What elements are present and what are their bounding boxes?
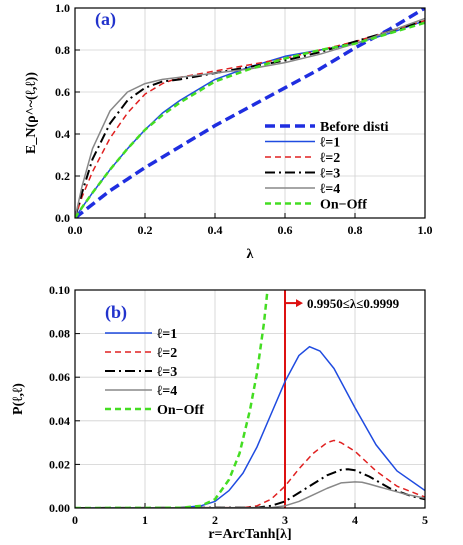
chart0-y-axis-label: E_N(ρ^~(ℓ,ℓ)) (24, 72, 39, 154)
chart0-series-line-4 (75, 17, 425, 218)
chart1-xtick-label-2: 2 (212, 513, 218, 527)
chart0-ytick-label-2: 0.4 (55, 127, 70, 141)
chart1-ytick-label-2: 0.04 (49, 414, 70, 428)
chart1-annotation-arrowhead (296, 299, 303, 308)
chart1-series-line-3 (75, 481, 425, 508)
chart1-xtick-label-1: 1 (142, 513, 148, 527)
chart1-xtick-label-3: 3 (282, 513, 288, 527)
chart0-plot-area (75, 8, 425, 218)
chart1-ytick-label-1: 0.02 (49, 457, 70, 471)
chart0-xtick-label-5: 1.0 (418, 223, 433, 237)
chart1-legend-label-4: On−Off (157, 403, 204, 418)
chart1-legend-label-1: ℓ=2 (156, 346, 177, 361)
chart0-ytick-label-5: 1.0 (55, 1, 70, 15)
chart0-x-axis-label: λ (247, 247, 254, 262)
chart1-xtick-label-4: 4 (352, 513, 358, 527)
chart0-legend-label-1: ℓ=1 (319, 136, 340, 151)
chart1-ytick-label-0: 0.00 (49, 501, 70, 515)
chart1-series-line-2 (75, 468, 425, 508)
chart1-x-axis-label: r=ArcTanh[λ] (208, 527, 291, 542)
chart0-frame (74, 7, 426, 219)
chart1-series-line-0 (75, 345, 425, 508)
chart1-y-axis-label: P(ℓ,ℓ) (11, 383, 26, 415)
chart1-xtick-label-0: 0 (72, 513, 78, 527)
chart0-ytick-label-4: 0.8 (55, 43, 70, 57)
chart1-ytick-label-5: 0.10 (49, 283, 70, 297)
chart0-legend-label-0: Before disti (320, 120, 389, 135)
chart0-xtick-label-2: 0.4 (208, 223, 223, 237)
chart0-ytick-label-0: 0.0 (55, 211, 70, 225)
chart1-series-line-1 (75, 439, 425, 508)
chart0-ytick-label-1: 0.2 (55, 169, 70, 183)
chart1-frame (74, 289, 426, 509)
chart1-legend-label-0: ℓ=1 (156, 327, 177, 342)
chart1-legend-label-3: ℓ=4 (156, 384, 177, 399)
chart0-legend-label-5: On−Off (320, 198, 367, 213)
chart0-panel-label: (a) (95, 9, 116, 30)
chart1-plot-area (75, 290, 425, 508)
chart0-legend-label-4: ℓ=4 (319, 182, 340, 197)
chart1-series-line-4 (75, 290, 269, 508)
chart1-ytick-label-4: 0.08 (49, 327, 70, 341)
chart1-legend-label-2: ℓ=3 (156, 365, 177, 380)
chart0-series-line-5 (75, 21, 425, 218)
chart0-ytick-label-3: 0.6 (55, 85, 70, 99)
chart1-panel-label: (b) (105, 302, 127, 323)
chart0-xtick-label-0: 0.0 (68, 223, 83, 237)
chart0-xtick-label-3: 0.6 (278, 223, 293, 237)
chart0-legend-label-2: ℓ=2 (319, 151, 340, 166)
chart0-xtick-label-1: 0.2 (138, 223, 153, 237)
chart1-annotation-text: 0.9950≤λ≤0.9999 (307, 296, 400, 311)
chart0-legend-label-3: ℓ=3 (319, 167, 340, 182)
chart1-xtick-label-5: 5 (422, 513, 428, 527)
chart1-ytick-label-3: 0.06 (49, 370, 70, 384)
chart0-xtick-label-4: 0.8 (348, 223, 363, 237)
